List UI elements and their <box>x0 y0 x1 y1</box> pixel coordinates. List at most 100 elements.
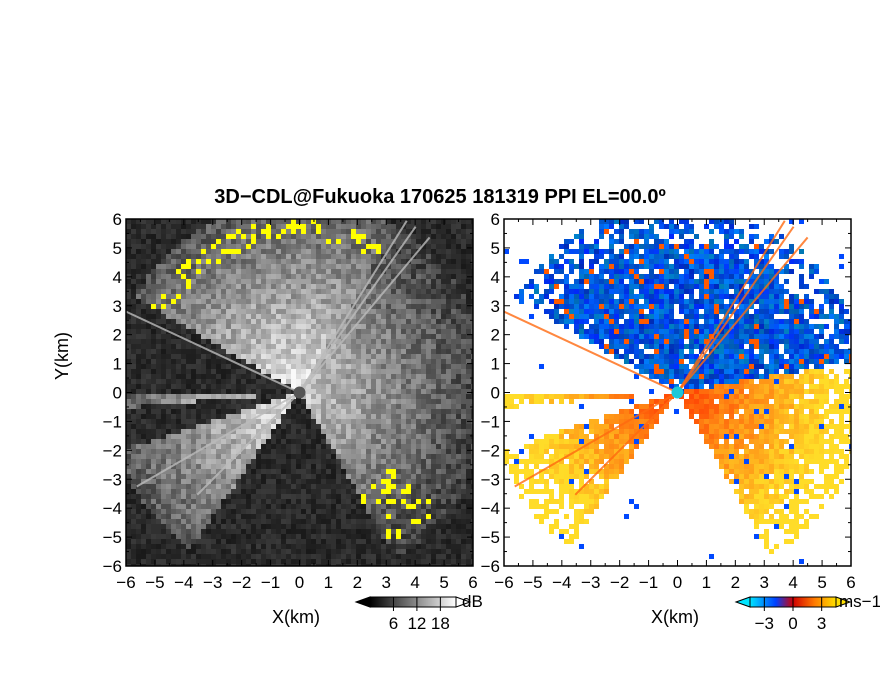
field-cell <box>336 219 341 224</box>
field-cell <box>421 219 426 224</box>
field-cell <box>451 339 456 344</box>
field-cell <box>186 224 191 229</box>
field-cell <box>461 409 466 414</box>
field-cell <box>441 544 446 549</box>
field-cell <box>251 509 256 514</box>
field-cell <box>221 234 226 239</box>
field-cell <box>361 294 366 299</box>
field-cell <box>196 294 201 299</box>
field-cell <box>136 339 141 344</box>
field-cell <box>371 429 376 434</box>
field-cell <box>201 259 206 264</box>
field-cell <box>446 539 451 544</box>
field-cell <box>316 344 321 349</box>
field-cell <box>231 509 236 514</box>
field-cell <box>381 524 386 529</box>
field-cell <box>306 359 311 364</box>
field-cell <box>361 444 366 449</box>
field-cell <box>286 509 291 514</box>
field-cell <box>471 369 473 374</box>
field-cell <box>451 284 456 289</box>
field-cell <box>451 559 456 564</box>
field-cell <box>206 369 211 374</box>
field-cell <box>321 479 326 484</box>
field-cell <box>406 379 411 384</box>
field-cell <box>346 224 351 229</box>
field-cell <box>426 379 431 384</box>
field-cell <box>326 359 331 364</box>
field-cell <box>196 384 201 389</box>
field-cell <box>176 534 181 539</box>
field-cell <box>286 514 291 519</box>
field-cell <box>126 504 131 509</box>
field-cell <box>256 494 261 499</box>
field-cell <box>381 429 386 434</box>
field-cell <box>186 269 191 274</box>
field-cell <box>316 239 321 244</box>
field-cell <box>386 454 391 459</box>
field-cell <box>456 439 461 444</box>
field-cell <box>186 429 191 434</box>
field-cell <box>191 309 196 314</box>
field-cell <box>351 279 356 284</box>
field-cell <box>191 439 196 444</box>
field-cell <box>141 294 146 299</box>
field-cell <box>281 304 286 309</box>
field-cell <box>451 449 456 454</box>
field-cell <box>171 389 176 394</box>
field-cell <box>216 494 221 499</box>
field-cell <box>391 324 396 329</box>
field-cell <box>261 524 266 529</box>
field-cell <box>191 419 196 424</box>
field-cell <box>311 474 316 479</box>
field-cell <box>321 474 326 479</box>
field-cell <box>206 289 211 294</box>
field-cell <box>451 274 456 279</box>
field-cell <box>411 419 416 424</box>
field-cell <box>166 439 171 444</box>
field-cell <box>416 444 421 449</box>
field-cell <box>466 369 471 374</box>
field-cell <box>181 239 186 244</box>
field-cell <box>161 459 166 464</box>
field-cell <box>361 254 366 259</box>
field-cell <box>131 514 136 519</box>
field-cell <box>391 394 396 399</box>
field-cell <box>346 474 351 479</box>
field-cell <box>251 424 256 429</box>
field-cell <box>281 219 286 224</box>
field-cell <box>241 329 246 334</box>
field-cell <box>171 409 176 414</box>
field-cell <box>236 239 241 244</box>
field-cell <box>346 269 351 274</box>
field-cell <box>286 309 291 314</box>
field-cell <box>211 364 216 369</box>
field-cell <box>166 559 171 564</box>
field-cell <box>421 544 426 549</box>
field-cell <box>396 374 401 379</box>
field-cell <box>396 449 401 454</box>
field-cell <box>171 544 176 549</box>
field-cell <box>461 284 466 289</box>
field-cell <box>251 274 256 279</box>
field-cell <box>386 354 391 359</box>
field-cell <box>246 454 251 459</box>
field-cell <box>436 264 441 269</box>
field-cell <box>196 469 201 474</box>
field-cell <box>371 319 376 324</box>
field-cell <box>241 404 246 409</box>
field-cell <box>406 529 411 534</box>
field-cell <box>206 359 211 364</box>
field-cell <box>466 224 471 229</box>
field-cell <box>391 509 396 514</box>
field-cell <box>461 559 466 564</box>
field-cell <box>301 349 306 354</box>
field-cell <box>231 439 236 444</box>
field-cell <box>151 269 156 274</box>
field-cell <box>316 384 321 389</box>
field-cell <box>181 264 186 269</box>
field-cell <box>336 559 341 564</box>
field-cell <box>166 434 171 439</box>
field-cell <box>251 354 256 359</box>
field-cell <box>141 274 146 279</box>
